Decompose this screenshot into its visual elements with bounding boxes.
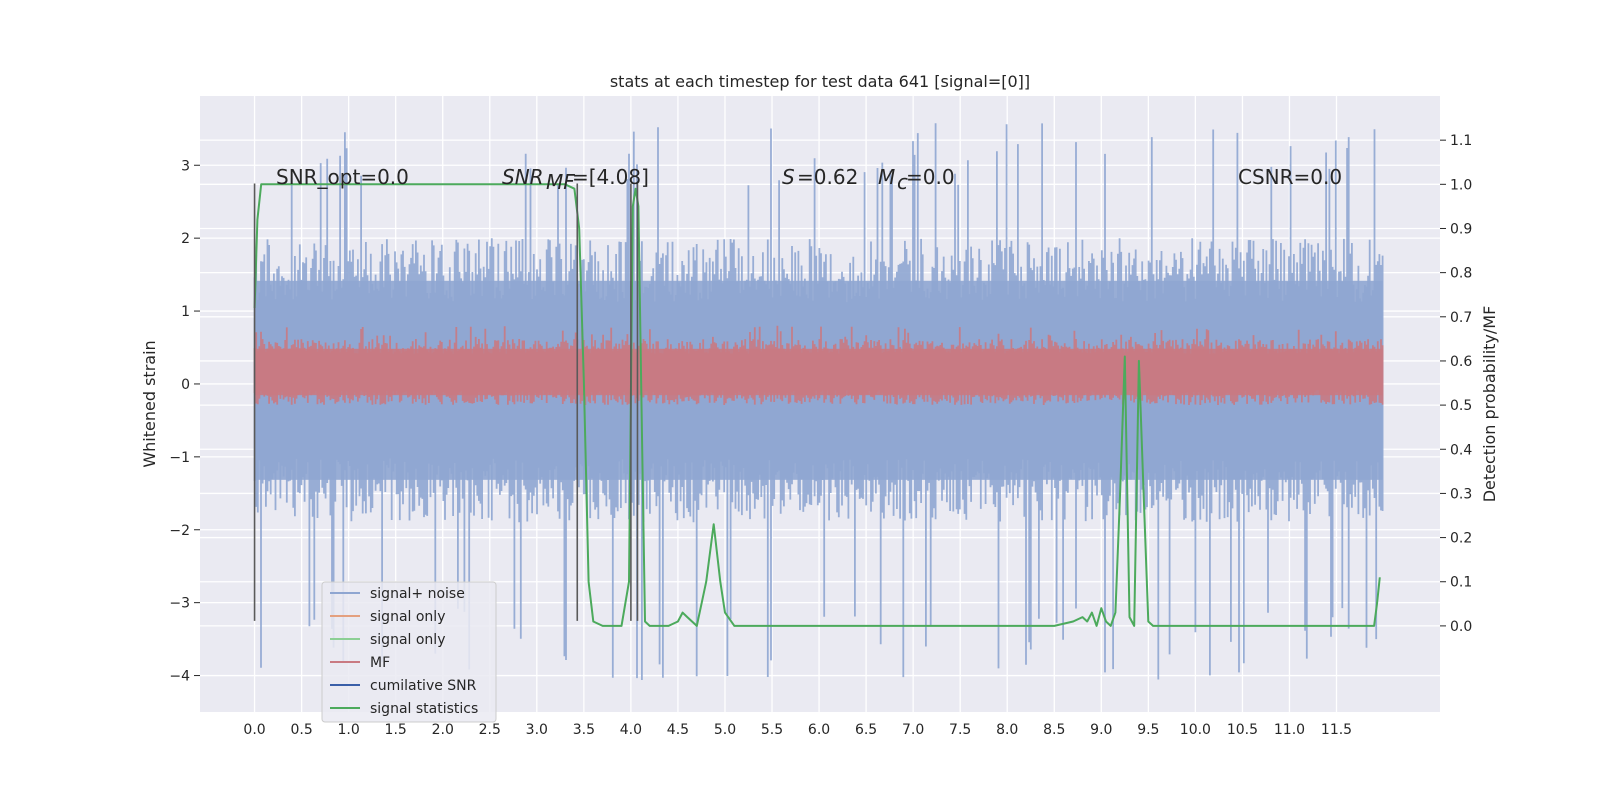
legend-box (321, 581, 497, 723)
x-tick-label: 8.5 (1043, 722, 1065, 738)
y-tick-label: −2 (169, 523, 190, 539)
y2-tick-label: 0.7 (1450, 310, 1472, 326)
y2-tick-label: 0.2 (1450, 531, 1472, 547)
legend-label: signal statistics (370, 701, 478, 717)
y-axis-label: Whitened strain (140, 340, 159, 467)
annotation-snr-mf-sub: MF (546, 170, 575, 194)
annotation-mc-label: M (878, 165, 895, 189)
x-tick-label: 5.5 (761, 722, 783, 738)
mf-series-core (254, 348, 1383, 396)
x-tick-label: 4.0 (620, 722, 642, 738)
x-tick-label: 6.0 (808, 722, 830, 738)
x-tick-label: 8.0 (996, 722, 1018, 738)
y2-tick-label: 0.1 (1450, 575, 1472, 591)
annotation-s-value: =0.62 (797, 165, 858, 189)
annotation-snr-opt: SNR_opt=0.0 (276, 165, 409, 189)
x-tick-label: 3.0 (526, 722, 548, 738)
legend-label: signal only (370, 609, 445, 625)
x-tick-label: 1.0 (338, 722, 360, 738)
x-tick-label: 9.0 (1090, 722, 1112, 738)
y2-tick-label: 0.6 (1450, 354, 1472, 370)
y2-tick-label: 1.1 (1450, 133, 1472, 149)
annotation-mc-value: =0.0 (906, 165, 955, 189)
legend-label: signal+ noise (370, 586, 465, 602)
y2-tick-label: 1.0 (1450, 177, 1472, 193)
y-tick-label: 0 (181, 377, 190, 393)
x-tick-label: 0.5 (290, 722, 312, 738)
axes: 0.0 0.5 1.0 1.5 2.0 2.5 3.0 3.5 4.0 4.5 5.0 5.5 6.0 6… (169, 133, 1472, 738)
x-tick-label: 10.5 (1227, 722, 1258, 738)
annotation-s: S =0.62 (782, 165, 858, 189)
annotation-snr-mf: SNR MF =[4.08] (502, 165, 649, 194)
x-tick-label: 0.0 (243, 722, 265, 738)
y-tick-label: −1 (169, 450, 190, 466)
x-tick-label: 6.5 (855, 722, 877, 738)
annotation-snr-mf-value: =[4.08] (572, 165, 649, 189)
signal-statistics-line (253, 183, 1381, 627)
x-tick-label: 7.5 (949, 722, 971, 738)
x-tick-label: 7.0 (902, 722, 924, 738)
x-tick-label: 2.0 (432, 722, 454, 738)
annotation-mc-sub: c (897, 170, 908, 194)
annotation-csnr: CSNR=0.0 (1238, 165, 1342, 189)
x-tick-label: 4.5 (667, 722, 689, 738)
legend: signal+ noise signal only signal only MF cum… (321, 581, 497, 723)
annotation-snr-mf-main: SNR (502, 165, 544, 189)
x-tick-label: 3.5 (573, 722, 595, 738)
x-tick-label: 9.5 (1137, 722, 1159, 738)
legend-label: MF (370, 655, 390, 671)
y2-tick-label: 0.9 (1450, 221, 1472, 237)
y-tick-label: −4 (169, 669, 190, 685)
x-tick-label: 2.5 (479, 722, 501, 738)
y2-tick-label: 0.0 (1450, 619, 1472, 635)
y2-tick-label: 0.5 (1450, 398, 1472, 414)
y-tick-label: −3 (169, 596, 190, 612)
x-tick-label: 1.5 (385, 722, 407, 738)
legend-label: signal only (370, 632, 445, 648)
chart-title: stats at each timestep for test data 641… (610, 72, 1030, 91)
y2-axis-label: Detection probability/MF (1480, 306, 1499, 503)
x-tick-label: 5.0 (714, 722, 736, 738)
y-tick-label: 1 (181, 304, 190, 320)
legend-label: cumilative SNR (370, 678, 477, 694)
x-tick-label: 10.0 (1180, 722, 1211, 738)
y2-tick-label: 0.4 (1450, 442, 1472, 458)
x-tick-label: 11.5 (1321, 722, 1352, 738)
y2-tick-label: 0.3 (1450, 486, 1472, 502)
y-tick-label: 2 (181, 231, 190, 247)
y2-tick-label: 0.8 (1450, 266, 1472, 282)
annotation-s-label: S (782, 165, 795, 189)
series-layer (253, 123, 1384, 680)
x-tick-label: 11.0 (1274, 722, 1305, 738)
annotation-mc: M c =0.0 (878, 165, 955, 194)
y-tick-label: 3 (181, 158, 190, 174)
